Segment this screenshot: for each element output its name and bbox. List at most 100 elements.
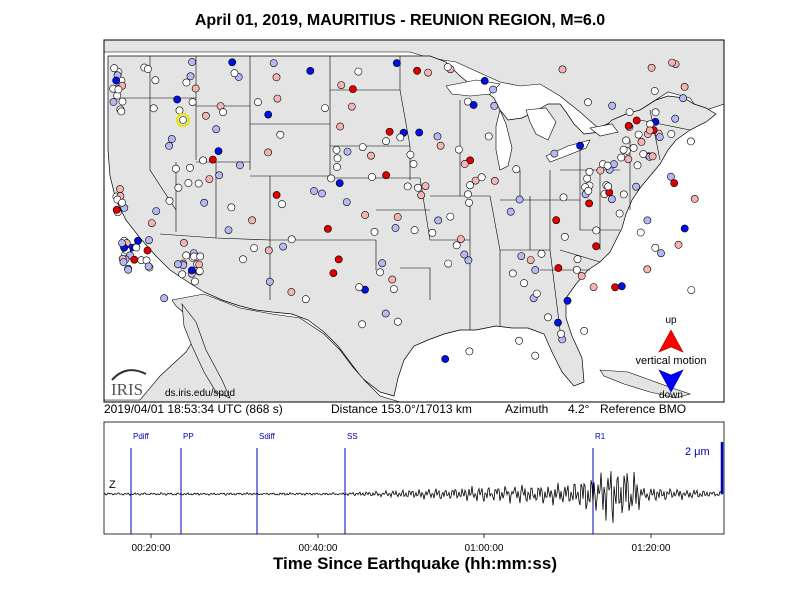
station-marker [406,150,415,159]
station-marker [265,277,274,286]
station-marker [358,320,366,329]
station-marker [367,173,376,181]
station-marker [650,87,659,95]
station-marker [415,128,424,137]
station-marker [572,265,581,274]
station-marker [585,167,594,176]
station-marker [118,239,126,247]
station-marker [205,175,214,183]
station-marker [471,176,480,185]
station-marker [173,95,182,104]
station-marker [506,207,515,216]
station-marker [112,205,121,214]
time-tick-label: 00:40:00 [299,543,338,554]
station-marker [145,236,153,245]
station-marker [532,289,541,298]
station-marker [370,227,379,236]
component-label: Z [109,479,116,491]
time-axis-label: Time Since Earthquake (hh:mm:ss) [272,554,558,573]
station-marker [272,73,281,82]
lake-michigan [495,109,513,171]
station-marker [537,249,546,258]
station-marker [592,242,600,251]
station-marker [680,224,689,233]
station-marker [382,171,390,180]
baja-land [181,303,231,399]
station-marker [646,126,654,135]
station-marker [403,182,412,191]
station-marker [178,270,187,279]
station-marker [576,141,584,150]
station-marker [648,152,657,161]
iris-logo-text: IRIS [111,380,143,399]
station-marker [531,266,540,274]
station-marker [580,326,589,335]
station-marker [619,190,628,199]
station-marker [413,66,421,75]
station-marker [335,179,344,187]
up-arrow-icon [658,329,684,353]
station-marker [333,163,341,171]
station-marker [151,76,160,85]
station-marker [526,256,535,264]
station-marker [396,133,405,142]
station-marker [327,174,335,183]
station-marker [333,154,342,163]
station-marker [584,98,592,107]
station-marker [119,258,128,266]
station-marker [392,59,401,67]
station-marker [354,67,363,76]
station-marker [446,212,455,221]
station-marker [264,246,273,255]
phase-label: Pdiff [133,432,150,441]
reference-station-marker [176,113,190,127]
station-marker [466,156,474,165]
station-marker [624,155,633,164]
station-marker [342,198,351,206]
down-arrow-icon [658,369,684,393]
station-marker [584,186,593,195]
station-marker [433,132,442,141]
station-marker [573,255,582,264]
station-marker [632,182,640,191]
station-marker [187,266,196,275]
station-marker [165,141,173,150]
station-marker [464,256,473,265]
station-marker [199,156,207,165]
station-marker [388,275,397,284]
station-marker [633,161,642,170]
station-marker [250,244,258,252]
station-marker [393,317,402,326]
station-marker [554,264,563,272]
station-marker [355,283,364,292]
station-marker [389,285,398,293]
station-marker [378,259,387,268]
station-marker [560,232,569,241]
station-marker [604,182,613,191]
station-marker [465,347,474,356]
station-marker [634,130,643,139]
station-marker [143,65,152,73]
station-marker [680,83,689,91]
station-marker [671,114,680,123]
station-marker [149,104,158,113]
station-marker [200,198,209,207]
station-marker [147,219,156,227]
station-marker [577,272,586,280]
station-marker [273,94,282,103]
station-marker [655,133,664,141]
station-marker [182,78,191,87]
station-marker [687,137,695,146]
station-marker [110,64,119,73]
station-marker [552,216,561,225]
station-marker [651,243,660,252]
station-marker [132,243,141,252]
station-marker [279,242,287,251]
station-marker [615,209,624,218]
station-marker [469,101,478,109]
station-marker [196,252,205,261]
station-marker [629,143,638,152]
station-marker [230,69,239,78]
legend-down-label: down [659,390,683,401]
station-marker [559,193,568,202]
